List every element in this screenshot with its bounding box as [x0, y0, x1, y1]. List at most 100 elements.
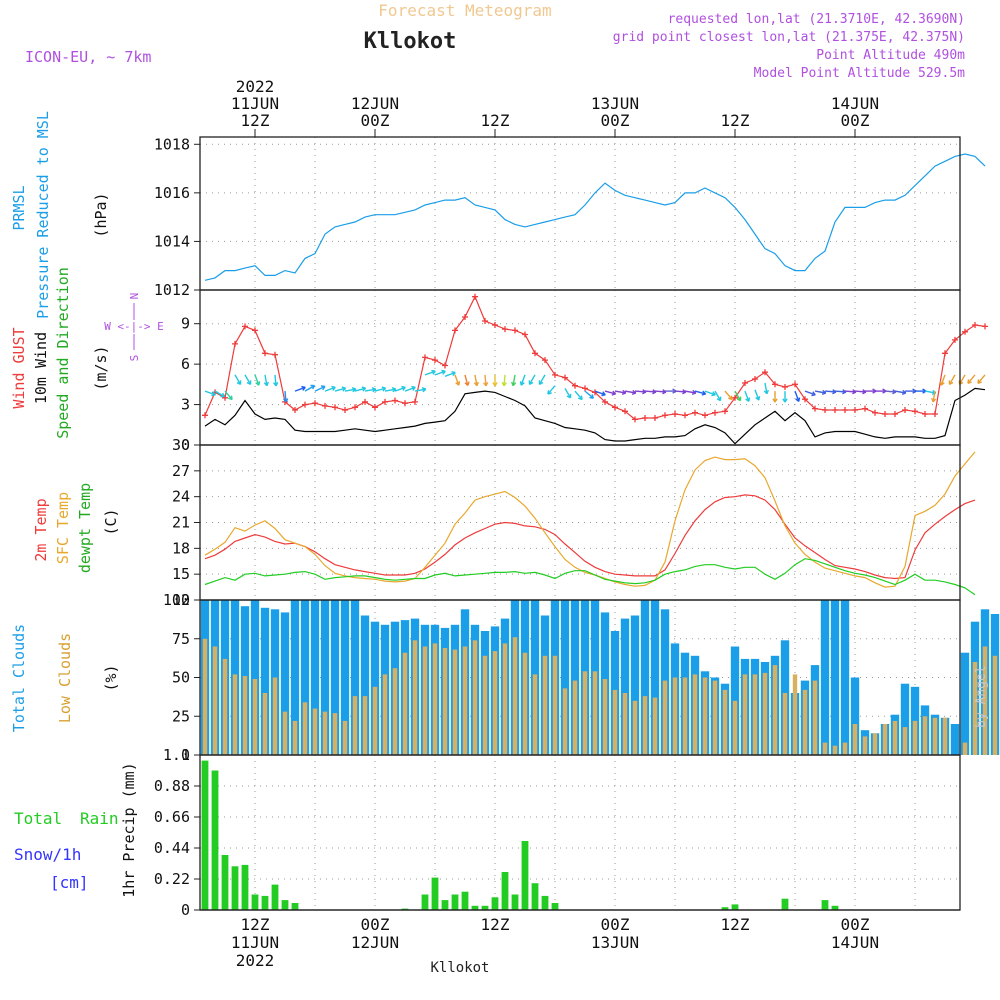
- wind-arrow-head: [716, 396, 722, 402]
- total-cloud-bar: [310, 600, 320, 755]
- gust-marker: [562, 374, 568, 381]
- precip-label-cm: [cm]: [50, 873, 89, 892]
- gust-marker: [232, 340, 238, 347]
- gust-marker: [352, 404, 358, 411]
- low-cloud-bar: [822, 742, 828, 755]
- wind-arrow-head: [421, 387, 427, 393]
- wind-arrow-head: [611, 390, 617, 396]
- precip-label-total: Total: [14, 809, 62, 828]
- wind-arrow: [940, 374, 946, 386]
- y-tick-label: 0.22: [154, 870, 190, 888]
- rain-bar: [281, 900, 289, 910]
- wind-arrow: [547, 385, 556, 395]
- low-cloud-bar: [372, 686, 378, 755]
- low-cloud-bar: [842, 742, 848, 755]
- y-tick-label: 21: [172, 514, 190, 532]
- wind-arrow: [204, 390, 216, 396]
- total-cloud-bar: [840, 600, 850, 755]
- low-cloud-bar: [862, 736, 868, 755]
- gust-marker: [342, 407, 348, 413]
- temp-2m-series: [204, 494, 976, 580]
- wind-arrow-head: [519, 381, 525, 386]
- pressure-label-prmsl: PRMSL: [10, 185, 28, 230]
- wind-arrow-head: [381, 386, 387, 392]
- panel-frame-wind: [199, 289, 961, 446]
- low-cloud-bar: [272, 677, 278, 755]
- y-tick-label: 9: [181, 315, 190, 333]
- rain-bar: [431, 877, 439, 910]
- low-cloud-bar: [472, 640, 478, 755]
- y-tick-label: 0.66: [154, 808, 190, 826]
- bottom-axis-label: 00Z: [361, 915, 390, 934]
- wind-arrow: [564, 388, 572, 399]
- gust-marker: [842, 407, 848, 413]
- gust-marker: [202, 412, 208, 419]
- total-cloud-bar: [360, 615, 370, 755]
- top-axis-label: 12Z: [481, 111, 510, 130]
- total-cloud-bar: [640, 600, 650, 755]
- gust-marker: [762, 369, 768, 376]
- rain-bar: [231, 866, 239, 910]
- low-cloud-bar: [602, 679, 608, 755]
- wind-arrow-head: [948, 380, 954, 386]
- low-cloud-bar: [742, 674, 748, 755]
- low-cloud-bar: [382, 674, 388, 755]
- wind-arrow: [364, 388, 376, 392]
- gust-marker: [512, 327, 518, 334]
- low-cloud-bar: [712, 680, 718, 755]
- wind-arrow: [634, 390, 647, 393]
- pressure-ylabel: (hPa): [92, 192, 110, 237]
- footer-location: Kllokot: [430, 960, 489, 976]
- wind-arrow-head: [331, 385, 336, 391]
- low-cloud-bar: [872, 733, 878, 755]
- y-tick-label: 0: [181, 901, 190, 919]
- low-cloud-bar: [362, 696, 368, 755]
- total-cloud-bar: [620, 618, 630, 755]
- panel-temperature: 12 15 18 21 24 27 30 2m Temp SFC Temp dewpt Temp (…: [32, 436, 976, 609]
- wind-arrow-head: [578, 395, 583, 401]
- wind-arrow-head: [691, 389, 697, 396]
- gust-marker: [452, 327, 458, 334]
- top-axis-label: 00Z: [361, 111, 390, 130]
- gust-marker: [882, 411, 888, 417]
- gust-marker: [962, 328, 968, 335]
- gust-marker: [252, 327, 258, 334]
- gust-marker: [542, 357, 548, 364]
- gust-marker: [622, 408, 628, 415]
- low-cloud-bar: [262, 693, 268, 755]
- low-cloud-bar: [992, 655, 998, 755]
- wind-arrow-head: [566, 393, 572, 399]
- wind-arrow-head: [451, 371, 456, 377]
- total-cloud-bar: [260, 607, 270, 756]
- wind-arrow: [714, 390, 722, 401]
- rain-bar: [441, 900, 449, 910]
- clouds-label-total: Total Clouds: [10, 624, 28, 732]
- wind-arrow-head: [811, 391, 816, 397]
- low-cloud-bar: [282, 711, 288, 755]
- gust-marker: [782, 384, 788, 390]
- rain-bar: [211, 770, 219, 910]
- wind-arrow-head: [736, 396, 742, 402]
- point-altitude: Point Altitude 490m: [816, 48, 965, 63]
- low-cloud-bar: [202, 638, 208, 756]
- low-cloud-bar: [332, 713, 338, 755]
- low-cloud-bar: [632, 700, 638, 756]
- low-cloud-bar: [612, 689, 618, 755]
- gust-marker: [392, 397, 398, 404]
- wind-arrow-head: [371, 387, 377, 393]
- gust-marker: [302, 401, 308, 408]
- gust-marker: [402, 400, 408, 407]
- wind-arrow: [704, 390, 716, 396]
- wind-arrow-head: [473, 381, 479, 387]
- rain-bar: [491, 897, 499, 910]
- wind-arrow: [324, 386, 336, 392]
- low-cloud-bar: [932, 717, 938, 755]
- low-cloud-bar: [442, 648, 448, 755]
- gust-marker: [702, 412, 708, 419]
- wind-arrow-head: [301, 385, 306, 391]
- panel-frame-pressure: [199, 136, 961, 291]
- wind-arrow-head: [361, 386, 367, 392]
- low-cloud-bar: [552, 655, 558, 755]
- gust-marker: [752, 376, 758, 382]
